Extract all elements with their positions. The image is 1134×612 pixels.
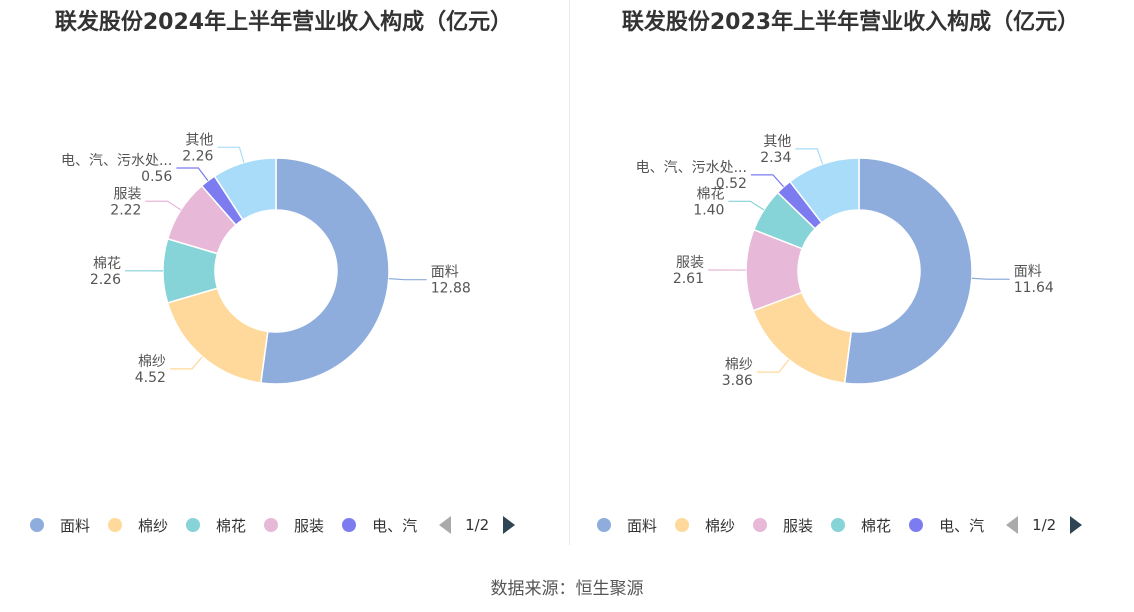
next-page-icon[interactable] bbox=[503, 516, 516, 534]
legend-item-1[interactable]: 棉纱 bbox=[675, 515, 735, 536]
legend-marker bbox=[264, 518, 279, 532]
slice-label-4: 电、汽、污水处... bbox=[61, 153, 172, 169]
legend-label: 棉纱 bbox=[705, 516, 736, 535]
legend-item-0[interactable]: 面料 bbox=[30, 515, 90, 536]
pie-slice-5[interactable] bbox=[213, 157, 277, 221]
legend-item-2[interactable]: 棉花 bbox=[186, 515, 246, 536]
prev-page-icon[interactable] bbox=[1006, 516, 1019, 534]
legend-label: 服装 bbox=[294, 516, 325, 535]
legend-label: 棉花 bbox=[861, 516, 892, 535]
leader-line-5 bbox=[795, 148, 824, 165]
prev-page-icon[interactable] bbox=[439, 516, 452, 534]
panel-divider bbox=[569, 0, 570, 545]
chart-panel-2023: 联发股份2023年上半年营业收入构成（亿元） 面料 11.64 棉纱 3.86 服装 2.… bbox=[567, 0, 1134, 545]
slice-label-3: 棉花 bbox=[696, 185, 724, 202]
pie-slice-0[interactable] bbox=[843, 157, 973, 385]
slice-value-1: 4.52 bbox=[135, 370, 166, 386]
slice-value-3: 1.40 bbox=[693, 202, 724, 218]
legend-item-0[interactable]: 面料 bbox=[597, 515, 657, 536]
legend-marker bbox=[753, 518, 768, 532]
legend-marker bbox=[675, 518, 690, 532]
leader-line-4 bbox=[750, 174, 785, 188]
donut-chart-2024: 面料12.88棉纱4.52棉花2.26服装2.22电、汽、污水处...0.56其… bbox=[61, 132, 471, 386]
legend-page-indicator: 1/2 bbox=[465, 516, 490, 534]
slice-label-0: 面料 bbox=[431, 265, 459, 281]
chart-title: 联发股份2024年上半年营业收入构成（亿元） bbox=[54, 10, 513, 35]
legend-pager: 1/2 bbox=[439, 516, 516, 534]
leader-line-0 bbox=[388, 278, 427, 281]
slice-value-0: 12.88 bbox=[431, 281, 471, 297]
slice-value-4: 0.52 bbox=[716, 176, 747, 192]
data-source: 数据来源：恒生聚源 bbox=[490, 579, 644, 599]
slice-value-0: 11.64 bbox=[1014, 280, 1054, 296]
chart-legend: 面料 棉纱 服装 棉花 电、汽 1/2 bbox=[597, 514, 1083, 536]
legend-marker bbox=[342, 518, 357, 532]
chart-legend: 面料 棉纱 棉花 服装 电、汽 1/2 bbox=[30, 514, 516, 536]
legend-marker bbox=[831, 518, 846, 532]
legend-label: 棉纱 bbox=[138, 516, 169, 535]
slice-label-4: 电、汽、污水处... bbox=[636, 160, 747, 176]
legend-label: 棉花 bbox=[216, 516, 247, 535]
slice-label-2: 服装 bbox=[676, 255, 704, 271]
chart-title: 联发股份2023年上半年营业收入构成（亿元） bbox=[621, 10, 1080, 35]
legend-marker bbox=[186, 518, 201, 532]
legend-item-4[interactable]: 电、汽 bbox=[909, 515, 984, 536]
slice-label-5: 其他 bbox=[763, 134, 791, 150]
slice-value-5: 2.34 bbox=[760, 150, 791, 166]
leader-line-0 bbox=[971, 277, 1010, 280]
legend-label: 服装 bbox=[783, 516, 814, 535]
slice-value-5: 2.26 bbox=[182, 148, 213, 164]
leader-line-5 bbox=[217, 146, 245, 163]
slice-label-1: 棉纱 bbox=[138, 353, 166, 370]
slice-value-2: 2.26 bbox=[90, 272, 121, 288]
legend-label: 面料 bbox=[627, 516, 658, 535]
pie-slice-5[interactable] bbox=[788, 157, 860, 224]
leader-line-1 bbox=[169, 356, 203, 370]
legend-page-indicator: 1/2 bbox=[1032, 516, 1057, 534]
leader-line-3 bbox=[728, 200, 765, 211]
legend-item-2[interactable]: 服装 bbox=[753, 515, 813, 536]
legend-label: 面料 bbox=[60, 516, 91, 535]
legend-marker bbox=[108, 518, 123, 532]
legend-pager: 1/2 bbox=[1006, 516, 1083, 534]
slice-label-3: 服装 bbox=[113, 186, 141, 202]
legend-label: 电、汽 bbox=[939, 516, 985, 535]
leader-line-4 bbox=[176, 167, 209, 182]
pie-slice-0[interactable] bbox=[259, 157, 390, 385]
slice-value-1: 3.86 bbox=[722, 373, 753, 389]
chart-panel-2024: 联发股份2024年上半年营业收入构成（亿元） 面料 12.88 棉纱 4.52 棉花 2.… bbox=[0, 0, 567, 545]
legend-item-3[interactable]: 棉花 bbox=[831, 515, 891, 536]
legend-marker bbox=[909, 518, 924, 532]
slice-value-3: 2.22 bbox=[110, 202, 141, 218]
leader-line-1 bbox=[756, 359, 790, 373]
legend-marker bbox=[30, 518, 44, 532]
next-page-icon[interactable] bbox=[1070, 516, 1083, 534]
slice-label-0: 面料 bbox=[1014, 264, 1042, 280]
legend-label: 电、汽 bbox=[372, 516, 418, 535]
pie-slice-1[interactable] bbox=[752, 291, 853, 384]
legend-item-3[interactable]: 服装 bbox=[264, 515, 324, 536]
legend-marker bbox=[597, 518, 611, 532]
slice-value-4: 0.56 bbox=[141, 169, 172, 185]
slice-label-1: 棉纱 bbox=[725, 356, 753, 373]
legend-item-4[interactable]: 电、汽 bbox=[342, 515, 417, 536]
leader-line-3 bbox=[145, 200, 182, 211]
slice-label-2: 棉花 bbox=[93, 255, 121, 272]
legend-item-1[interactable]: 棉纱 bbox=[108, 515, 168, 536]
slice-value-2: 2.61 bbox=[673, 271, 704, 287]
slice-label-5: 其他 bbox=[185, 132, 213, 148]
